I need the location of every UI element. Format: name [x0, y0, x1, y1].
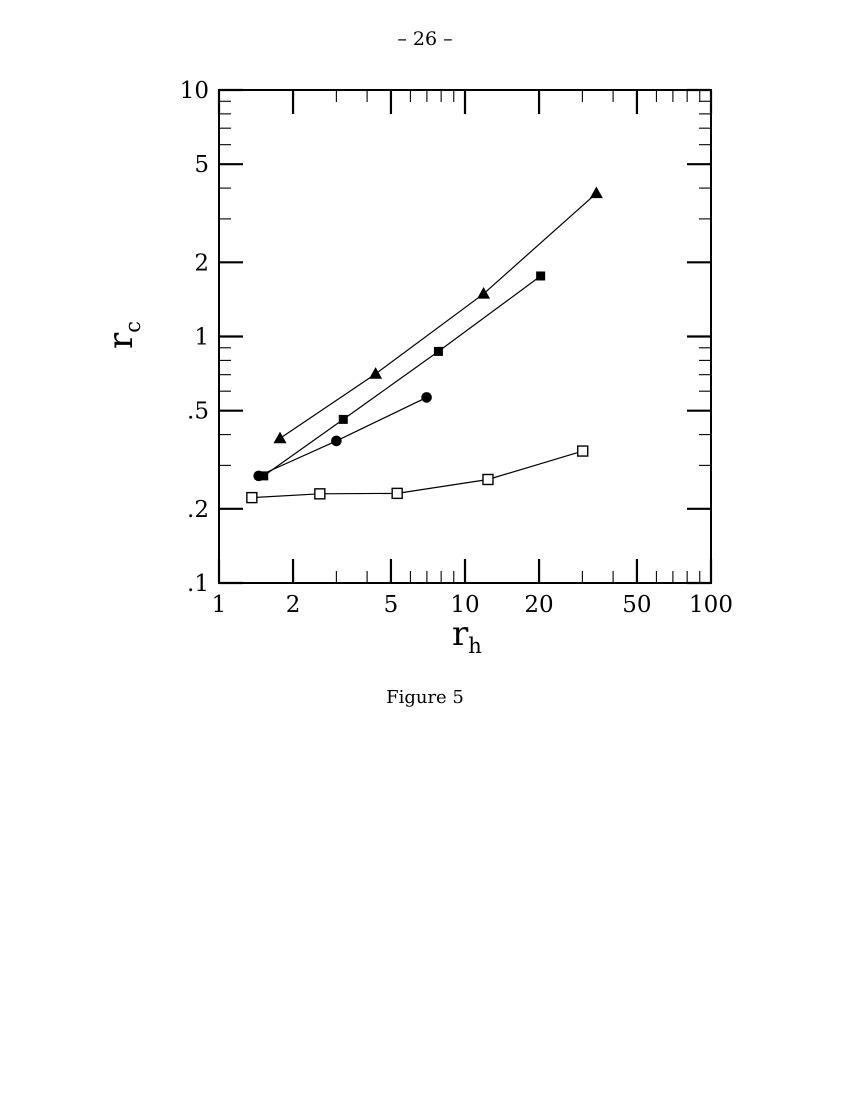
filled-circle-marker: [331, 435, 342, 447]
y-tick-label: 10: [180, 78, 209, 104]
open-square-marker: [391, 487, 403, 500]
x-tick-label: 50: [622, 592, 651, 618]
open-square-marker: [482, 473, 494, 486]
x-tick-label: 5: [384, 592, 399, 618]
filled-triangle-marker: [369, 367, 383, 379]
x-axis-title-subscript: h: [468, 634, 482, 658]
filled-square-series-line: [263, 275, 542, 477]
filled-triangle-marker: [589, 186, 603, 199]
y-axis-title: rc: [101, 321, 145, 349]
x-tick-label: 2: [286, 592, 301, 618]
y-tick-label: .1: [187, 571, 209, 597]
y-axis-title-subscript: c: [121, 321, 145, 333]
x-tick-label: 1: [212, 592, 227, 618]
open-square-marker: [246, 491, 258, 504]
x-tick-label: 10: [450, 592, 479, 618]
x-tick-label: 20: [524, 592, 553, 618]
y-tick-label: 1: [194, 325, 209, 351]
filled-square-marker: [433, 346, 443, 356]
filled-triangle-series-line: [279, 192, 597, 439]
open-square-series-line: [251, 450, 583, 499]
x-tick-label: 100: [689, 592, 733, 618]
y-tick-label: .2: [187, 497, 209, 523]
filled-triangle-marker: [273, 431, 287, 444]
y-tick-label: 5: [194, 152, 209, 178]
open-square-marker: [314, 488, 326, 500]
open-square-marker: [577, 445, 589, 457]
plot-frame: [218, 89, 712, 584]
page-number: – 26 –: [397, 28, 453, 50]
filled-circle-marker: [421, 392, 432, 403]
x-axis-title: rh: [452, 614, 482, 658]
filled-square-marker: [536, 271, 546, 281]
filled-square-marker: [338, 414, 348, 424]
y-tick-label: 2: [194, 250, 209, 276]
figure-caption: Figure 5: [386, 687, 464, 708]
filled-circle-series-line: [258, 396, 427, 477]
filled-circle-marker: [253, 470, 264, 482]
y-tick-label: .5: [187, 399, 209, 425]
filled-triangle-marker: [477, 287, 491, 299]
